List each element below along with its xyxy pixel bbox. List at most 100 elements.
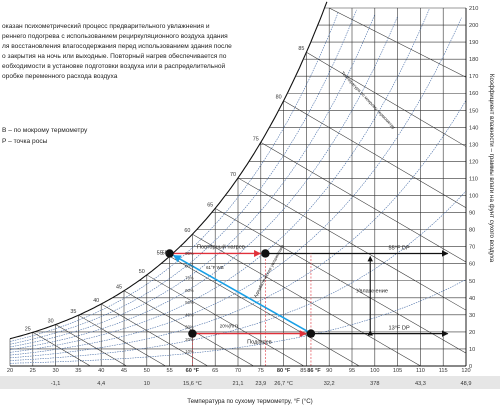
process-point [261, 249, 270, 258]
wet-bulb-label: 50 [139, 269, 145, 275]
description-line: оробке переменного расхода воздуха [2, 72, 118, 80]
wet-bulb-label: 70 [230, 172, 236, 178]
rh-curve [9, 190, 467, 361]
x-tick-label-f: 75 [258, 368, 264, 374]
y-tick-label: 90 [469, 211, 475, 217]
wet-bulb-label: 60 [184, 228, 190, 234]
x-tick-label-f: 60 °F [186, 368, 200, 374]
x-tick-label-f: 80 °F [277, 368, 291, 374]
x-tick-label-c: 15,6 °С [183, 381, 202, 387]
legend-dew-point: P – точка росы [2, 138, 48, 145]
chart-grid [9, 7, 467, 367]
wet-bulb-line [146, 274, 304, 367]
rh-curve [9, 11, 339, 342]
adiabatic-line [172, 254, 309, 333]
rh-label: 40% [185, 312, 194, 317]
reheat-label: Повторный нагрев [197, 243, 245, 250]
x-tick-label-c: -1,1 [51, 381, 61, 387]
saturation-point-label: 55 [157, 250, 163, 256]
x-tick-label-f: 85 [300, 368, 306, 374]
description-line: оказан психометрический процесс предвари… [2, 22, 210, 30]
y-tick-label: 60 [469, 262, 475, 268]
rh-label: 90% [185, 251, 194, 256]
wet-bulb-line [237, 177, 467, 311]
x-tick-label-c: 21,1 [233, 381, 244, 387]
y-tick-label: 80 [469, 228, 475, 234]
y-tick-label: 130 [469, 142, 478, 148]
x-tick-label-c: 48,9 [461, 381, 472, 387]
x-tick-label-c: 23,9 [255, 381, 266, 387]
x-tick-label-c: 26,7 °С [274, 381, 293, 387]
rh-label: 30% [185, 325, 194, 330]
x-tick-label-f: 50 [144, 368, 150, 374]
wet-bulb-line [123, 290, 254, 367]
celsius-strip [0, 376, 500, 389]
x-tick-label-f: 55 [166, 368, 172, 374]
y-tick-label: 140 [469, 125, 478, 131]
wet-bulb-label: 65 [207, 202, 213, 208]
wet-bulb-line [215, 208, 467, 354]
rh-curve [9, 17, 462, 356]
process-point [165, 249, 174, 258]
x-tick-label-c: 43,3 [415, 381, 426, 387]
humidification-label: Увлажнение [356, 289, 388, 295]
y-axis-title: Коэффициент влажности – граммы влаги на … [488, 74, 495, 263]
x-tick-label-c: 4,4 [97, 381, 105, 387]
wet-bulb-line [329, 7, 467, 78]
x-tick-label-f: 65 [212, 368, 218, 374]
y-tick-label: 160 [469, 91, 478, 97]
rh-label: 50% [185, 300, 194, 305]
y-tick-label: 150 [469, 108, 478, 114]
y-tick-label: 210 [469, 6, 478, 12]
rh-label: 80% [185, 263, 194, 268]
x-axis-title: Температура по сухому термометру, °F (°С… [187, 398, 312, 405]
process-point [188, 329, 197, 338]
y-tick-label: 0 [469, 364, 472, 370]
wet-bulb-label: 40 [93, 298, 99, 304]
y-tick-label: 50 [469, 279, 475, 285]
process-point [306, 329, 316, 338]
rh-label: 60% [185, 288, 194, 293]
x-tick-label-f: 35 [75, 368, 81, 374]
x-tick-label-f: 90 [326, 368, 332, 374]
y-tick-label: 30 [469, 313, 475, 319]
rh-curve [9, 9, 357, 345]
x-tick-label-f: 40 [98, 368, 104, 374]
dew-point-high-label: 55°F DP [388, 245, 409, 251]
wet-bulb-line [169, 256, 360, 367]
wet-bulb-line [260, 142, 467, 263]
x-tick-label-f: 100 [370, 368, 379, 374]
y-tick-label: 10 [469, 347, 475, 353]
wet-bulb-line [283, 100, 467, 209]
rh-curve [9, 100, 467, 359]
rh-curve [9, 14, 376, 348]
x-tick-label-f: 20 [7, 368, 13, 374]
y-tick-label: 200 [469, 23, 478, 29]
rh-label: 20% [185, 337, 194, 342]
rh-label: 10% [185, 349, 194, 354]
wet-bulb-lines [32, 7, 467, 367]
rh-curve [9, 8, 430, 353]
x-tick-label-f: 70 [235, 368, 241, 374]
x-tick-label-c: 32,2 [324, 381, 335, 387]
wet-bulb-line [306, 51, 467, 147]
x-tick-label-f: 110 [416, 368, 425, 374]
x-tick-label-f: 30 [52, 368, 58, 374]
description-line: о закрытия на ночь или выходные. Повторн… [2, 52, 227, 60]
y-tick-label: 180 [469, 57, 478, 63]
y-tick-label: 20 [469, 330, 475, 336]
rh-label: 70% [185, 276, 194, 281]
wet-bulb-line [192, 234, 421, 367]
x-tick-label-f: 86 °F [307, 368, 321, 374]
y-tick-label: 170 [469, 74, 478, 80]
x-tick-label-f: 45 [121, 368, 127, 374]
x-tick-label-c: 10 [144, 381, 150, 387]
description-line: реннего подогрева с использованием рецир… [2, 33, 228, 40]
axes: 20 25 30 35 40 45 50 55 60 °F 65 70 75 80 °F 85 86 °F 9… [0, 6, 500, 389]
rh-curve [9, 16, 398, 350]
wet-bulb-line [78, 314, 166, 367]
description-block: оказан психометрический процесс предвари… [2, 22, 232, 80]
wet-bulb-process-label: 61°F WB [206, 265, 224, 270]
y-tick-label: 100 [469, 194, 478, 200]
